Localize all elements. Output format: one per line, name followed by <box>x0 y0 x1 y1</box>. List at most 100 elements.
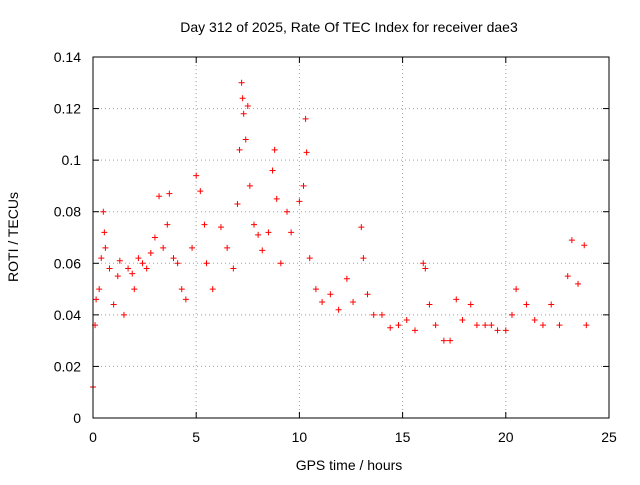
data-point <box>193 172 200 179</box>
points-layer <box>90 79 590 391</box>
x-tick-label: 20 <box>498 429 514 445</box>
y-axis-label: ROTI / TECUs <box>5 192 21 282</box>
data-point <box>327 291 334 298</box>
y-tick-label: 0 <box>73 410 81 426</box>
data-point <box>482 322 489 329</box>
y-tick-label: 0.04 <box>54 307 81 323</box>
y-tick-label: 0.08 <box>54 204 81 220</box>
x-axis-label: GPS time / hours <box>296 457 403 473</box>
ticks-layer: 0 5 10 15 20 25 0 0.02 0.04 0.06 0.08 0.1 0.12 0.14 <box>54 49 617 445</box>
chart-title: Day 312 of 2025, Rate Of TEC Index for r… <box>180 19 518 35</box>
data-point <box>306 255 313 262</box>
data-point <box>302 115 309 122</box>
data-point <box>234 200 241 207</box>
data-point <box>240 110 247 117</box>
data-point <box>189 244 196 251</box>
data-point <box>447 337 454 344</box>
data-point <box>116 257 123 264</box>
x-tick-label: 5 <box>192 429 200 445</box>
plot-frame <box>92 56 610 419</box>
data-point <box>224 244 231 251</box>
data-point <box>350 298 357 305</box>
data-point <box>548 301 555 308</box>
data-point <box>494 327 501 334</box>
data-point <box>432 322 439 329</box>
data-point <box>143 265 150 272</box>
data-point <box>236 146 243 153</box>
data-point <box>269 167 276 174</box>
data-point <box>335 306 342 313</box>
x-tick-label: 25 <box>601 429 617 445</box>
data-point <box>488 322 495 329</box>
data-point <box>581 242 588 249</box>
data-point <box>239 95 246 102</box>
data-point <box>98 255 105 262</box>
x-tick-label: 0 <box>89 429 97 445</box>
y-tick-label: 0.12 <box>54 101 81 117</box>
y-tick-label: 0.14 <box>54 49 81 65</box>
data-point <box>201 221 208 228</box>
data-point <box>131 286 138 293</box>
data-point <box>102 244 109 251</box>
x-tick-label: 10 <box>292 429 308 445</box>
data-point <box>230 265 237 272</box>
data-point <box>156 193 163 200</box>
data-point <box>508 311 515 318</box>
data-point <box>100 208 107 215</box>
data-point <box>422 265 429 272</box>
x-tick-label: 15 <box>395 429 411 445</box>
data-point <box>473 322 480 329</box>
data-point <box>370 311 377 318</box>
data-point <box>411 327 418 334</box>
data-point <box>166 190 173 197</box>
data-point <box>106 265 113 272</box>
data-point <box>583 322 590 329</box>
data-point <box>160 244 167 251</box>
data-point <box>217 224 224 231</box>
data-point <box>96 286 103 293</box>
data-point <box>556 322 563 329</box>
data-point <box>197 188 204 195</box>
data-point <box>453 296 460 303</box>
y-tick-label: 0.06 <box>54 255 81 271</box>
y-tick-label: 0.1 <box>62 152 82 168</box>
data-point <box>250 221 257 228</box>
data-point <box>502 327 509 334</box>
data-point <box>135 255 142 262</box>
data-point <box>387 324 394 331</box>
data-point <box>288 229 295 236</box>
data-point <box>296 198 303 205</box>
data-point <box>170 255 177 262</box>
y-tick-label: 0.02 <box>54 358 81 374</box>
data-point <box>300 182 307 189</box>
data-point <box>244 102 251 109</box>
data-point <box>178 286 185 293</box>
data-point <box>312 286 319 293</box>
data-point <box>120 311 127 318</box>
data-point <box>238 79 245 86</box>
data-point <box>203 260 210 267</box>
data-point <box>378 311 385 318</box>
data-point <box>209 286 216 293</box>
data-point <box>459 317 466 324</box>
data-point <box>147 249 154 256</box>
data-point <box>426 301 433 308</box>
data-point <box>129 270 136 277</box>
data-point <box>358 224 365 231</box>
data-point <box>164 221 171 228</box>
data-point <box>395 322 402 329</box>
data-point <box>523 301 530 308</box>
data-point <box>539 322 546 329</box>
data-point <box>182 296 189 303</box>
data-point <box>110 301 117 308</box>
data-point <box>360 255 367 262</box>
data-point <box>319 298 326 305</box>
data-point <box>303 149 310 156</box>
data-point <box>101 229 108 236</box>
data-point <box>467 301 474 308</box>
data-point <box>277 260 284 267</box>
grid-layer <box>93 57 609 418</box>
data-point <box>575 280 582 287</box>
data-point <box>151 234 158 241</box>
